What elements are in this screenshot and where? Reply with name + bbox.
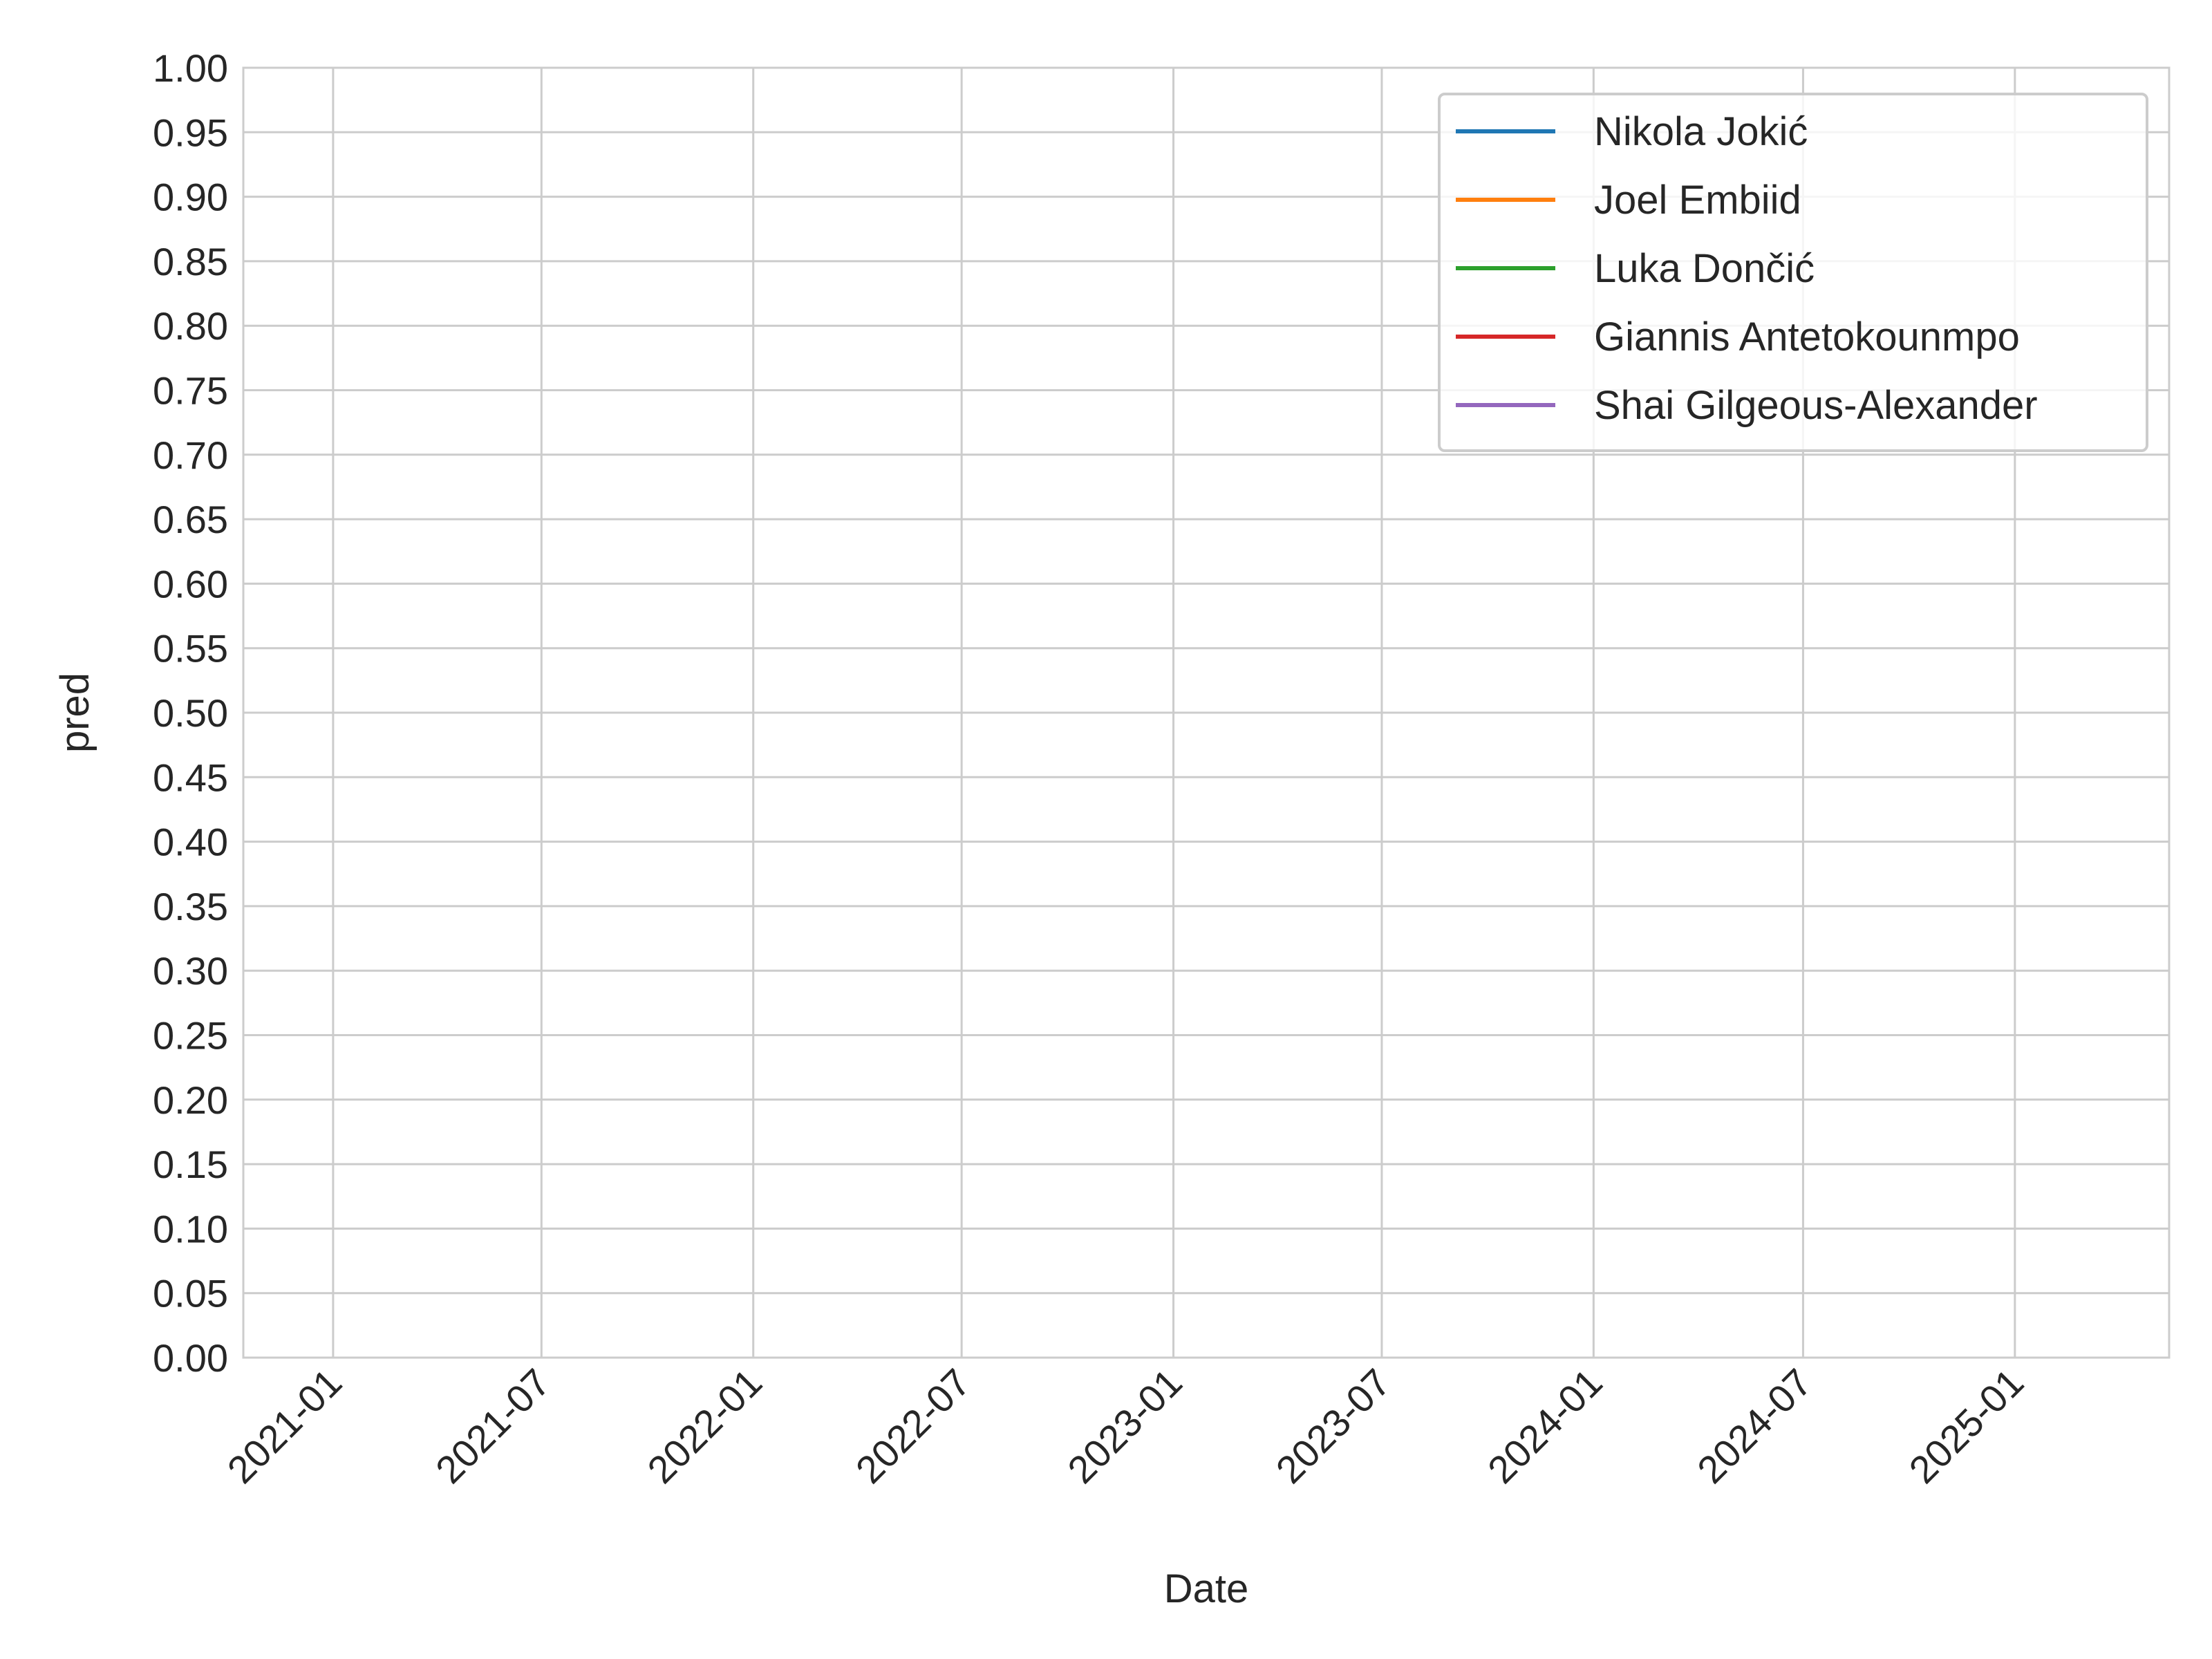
y-tick-label: 1.00 (153, 46, 228, 90)
y-tick-label: 0.70 (153, 433, 228, 477)
x-tick-label: 2024-07 (1689, 1360, 1820, 1492)
x-tick-label: 2022-07 (847, 1360, 979, 1492)
legend-entry-label: Shai Gilgeous-Alexander (1594, 383, 2038, 428)
y-tick-label: 0.30 (153, 949, 228, 993)
legend-entry-label: Giannis Antetokounmpo (1594, 315, 2020, 359)
x-tick-label: 2022-01 (639, 1360, 770, 1492)
x-tick-label: 2021-07 (427, 1360, 559, 1492)
y-tick-label: 0.05 (153, 1272, 228, 1315)
legend-entry-label: Joel Embiid (1594, 178, 1801, 223)
x-axis-label: Date (1164, 1566, 1249, 1611)
plot-frame (242, 66, 2171, 1359)
legend-box (1438, 93, 2148, 452)
y-tick-label: 0.25 (153, 1014, 228, 1058)
y-tick-label: 0.00 (153, 1336, 228, 1380)
y-tick-label: 0.50 (153, 691, 228, 735)
y-tick-label: 0.60 (153, 562, 228, 606)
y-tick-label: 0.65 (153, 498, 228, 541)
y-tick-label: 0.90 (153, 176, 228, 219)
y-tick-label: 0.95 (153, 111, 228, 154)
y-tick-label: 0.75 (153, 369, 228, 413)
y-tick-label: 0.15 (153, 1143, 228, 1186)
legend-entry-label: Nikola Jokić (1594, 109, 1808, 154)
y-tick-label: 0.10 (153, 1207, 228, 1250)
y-tick-label: 0.45 (153, 756, 228, 799)
legend-entry-label: Luka Dončić (1594, 246, 1815, 291)
x-tick-label: 2021-01 (219, 1360, 350, 1492)
y-tick-label: 0.40 (153, 821, 228, 864)
y-tick-label: 0.85 (153, 240, 228, 283)
y-tick-label: 0.35 (153, 885, 228, 928)
y-tick-label: 0.20 (153, 1078, 228, 1122)
x-tick-label: 2023-07 (1268, 1360, 1399, 1492)
x-tick-label: 2025-01 (1900, 1360, 2032, 1492)
x-tick-label: 2024-01 (1479, 1360, 1611, 1492)
x-tick-label: 2023-01 (1059, 1360, 1190, 1492)
x-axis: 2021-01 2021-07 2022-01 2022-07 2023-01 2023-… (219, 1360, 2032, 1492)
y-tick-label: 0.55 (153, 627, 228, 671)
legend: Nikola Jokić Joel Embiid Luka Dončić Gianni… (1438, 93, 2148, 452)
y-axis: 0.00 0.05 0.10 0.15 0.20 0.25 0.30 0.35 0.40 0.45… (153, 46, 228, 1380)
y-tick-label: 0.80 (153, 304, 228, 348)
y-axis-label: pred (53, 673, 97, 753)
